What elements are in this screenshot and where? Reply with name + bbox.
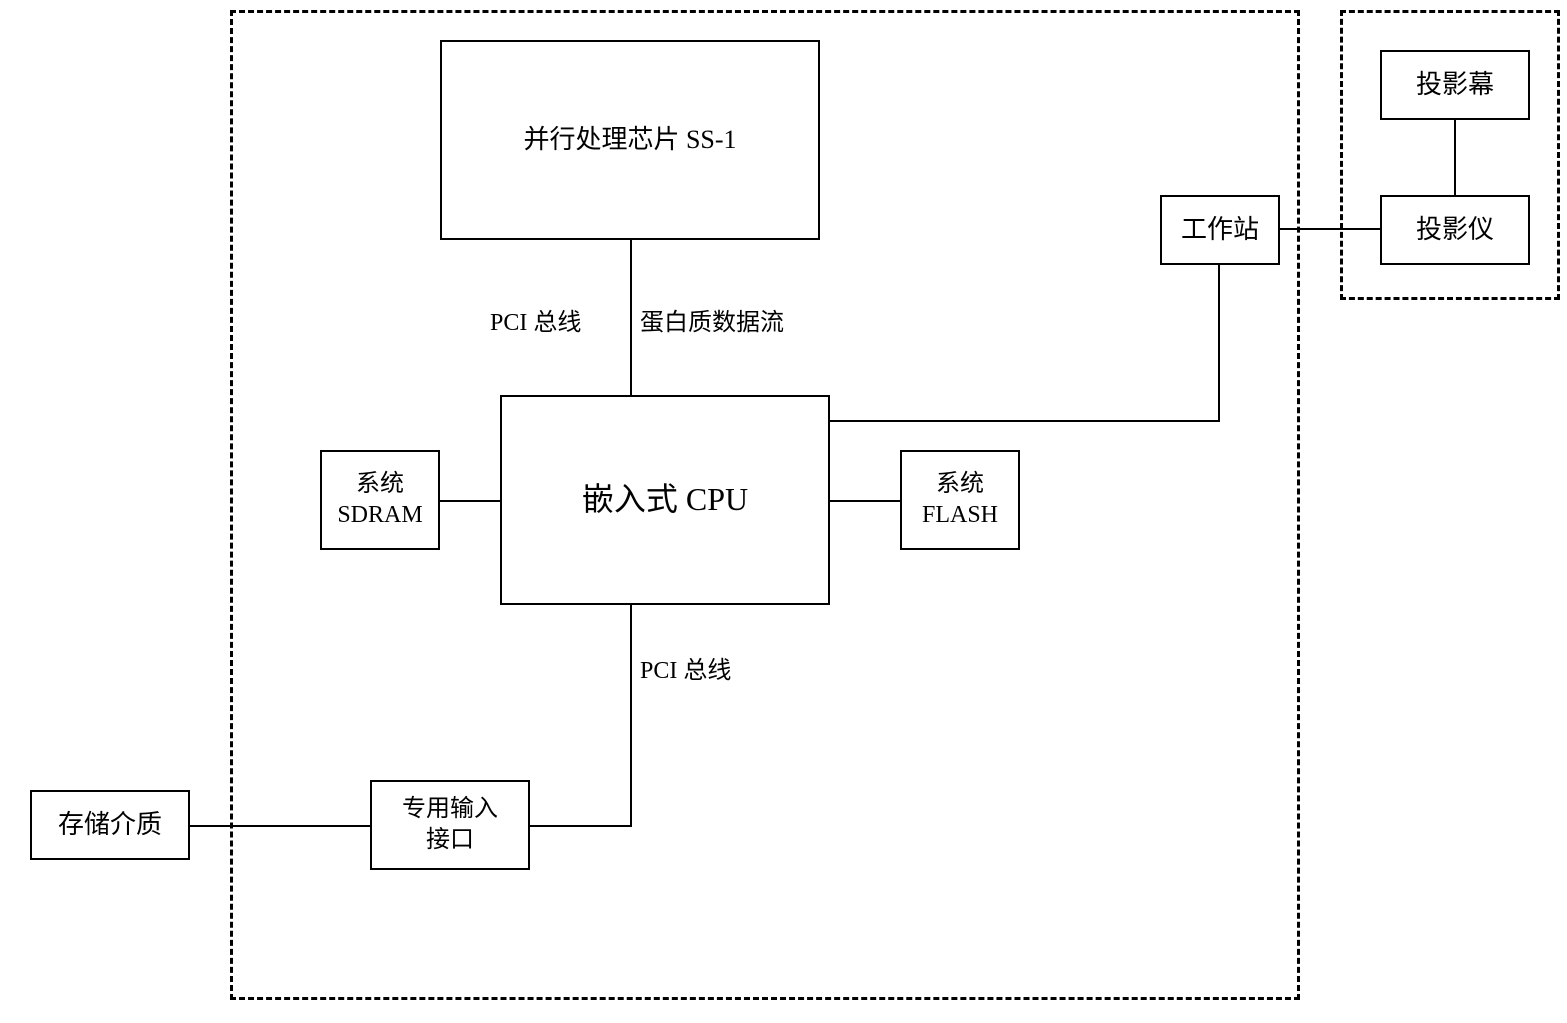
edge-cpu-input-h bbox=[530, 825, 632, 827]
edge-sdram-cpu bbox=[440, 500, 500, 502]
edge-label-protein: 蛋白质数据流 bbox=[640, 302, 784, 337]
node-storage: 存储介质 bbox=[30, 790, 190, 860]
node-sdram-label: 系统 SDRAM bbox=[337, 469, 422, 531]
edge-label-pci-top: PCI 总线 bbox=[490, 302, 581, 337]
node-flash-label: 系统 FLASH bbox=[922, 469, 998, 531]
node-ss1-label: 并行处理芯片 SS-1 bbox=[523, 123, 736, 157]
node-projector-screen: 投影幕 bbox=[1380, 50, 1530, 120]
edge-ws-projector bbox=[1280, 228, 1380, 230]
edge-ss1-cpu bbox=[630, 240, 632, 395]
edge-storage-input bbox=[190, 825, 370, 827]
node-projector-screen-label: 投影幕 bbox=[1416, 68, 1494, 102]
node-projector: 投影仪 bbox=[1380, 195, 1530, 265]
edge-projector-screen bbox=[1454, 120, 1456, 195]
edge-cpu-flash bbox=[830, 500, 900, 502]
node-workstation: 工作站 bbox=[1160, 195, 1280, 265]
edge-cpu-ws-h bbox=[830, 420, 1220, 422]
node-input: 专用输入 接口 bbox=[370, 780, 530, 870]
node-storage-label: 存储介质 bbox=[58, 808, 162, 842]
node-sdram: 系统 SDRAM bbox=[320, 450, 440, 550]
node-cpu-label: 嵌入式 CPU bbox=[582, 479, 748, 521]
edge-label-pci-bottom: PCI 总线 bbox=[640, 650, 731, 685]
node-input-label: 专用输入 接口 bbox=[402, 794, 498, 856]
node-flash: 系统 FLASH bbox=[900, 450, 1020, 550]
node-ss1: 并行处理芯片 SS-1 bbox=[440, 40, 820, 240]
node-cpu: 嵌入式 CPU bbox=[500, 395, 830, 605]
node-projector-label: 投影仪 bbox=[1416, 213, 1494, 247]
node-workstation-label: 工作站 bbox=[1181, 213, 1259, 247]
edge-cpu-ws-v bbox=[1218, 265, 1220, 422]
edge-cpu-input-v bbox=[630, 605, 632, 825]
